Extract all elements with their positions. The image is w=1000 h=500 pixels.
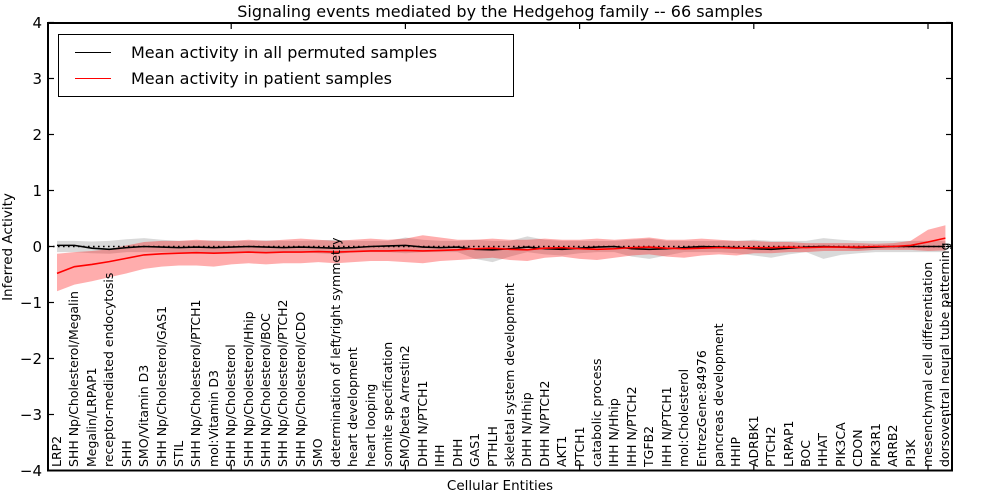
- x-tick-label: TGFB2: [641, 425, 657, 467]
- x-tick-label: mol:Vitamin D3: [205, 370, 221, 467]
- y-tick-label: −4: [19, 461, 42, 480]
- x-tick-label: SMO/Vitamin D3: [136, 364, 152, 467]
- x-tick-label: SHH Np/Cholesterol/CDO: [292, 311, 308, 467]
- x-tick-label: somite specification: [379, 341, 395, 467]
- legend-label-patient: Mean activity in patient samples: [131, 68, 392, 88]
- x-axis-label: Cellular Entities: [446, 478, 554, 494]
- x-tick-label: determination of left/right symmetry: [327, 237, 343, 468]
- chart-title: Signaling events mediated by the Hedgeho…: [237, 2, 763, 21]
- x-tick-label: PTCH1: [571, 426, 587, 467]
- legend-label-permuted: Mean activity in all permuted samples: [131, 43, 438, 63]
- x-tick-label: DHH N/PTCH2: [536, 380, 552, 467]
- band-patient: [57, 225, 946, 292]
- x-tick-label: DHH N/PTCH1: [414, 380, 430, 467]
- x-tick-label: HHAT: [815, 432, 831, 467]
- x-tick-label: AKT1: [554, 435, 570, 467]
- x-tick-label: SHH Np/Cholesterol: [223, 344, 239, 467]
- x-tick-label: mol:Cholesterol: [676, 368, 692, 467]
- x-tick-label: PIK3CA: [832, 422, 848, 467]
- x-tick-label: heart looping: [362, 383, 378, 467]
- y-tick-label: 2: [32, 125, 42, 144]
- legend-line-black-icon: [75, 52, 111, 54]
- x-tick-label: PTCH2: [763, 426, 779, 467]
- x-tick-label: PTHLH: [484, 426, 500, 467]
- x-tick-label: mesenchymal cell differentiation: [920, 261, 935, 467]
- legend-line-red-icon: [75, 77, 111, 79]
- x-tick-label: DHH: [449, 438, 465, 467]
- y-tick-label: −3: [19, 405, 42, 424]
- legend-item-patient: Mean activity in patient samples: [59, 69, 513, 88]
- x-tick-label: IHH N/PTCH2: [623, 386, 639, 467]
- y-tick-label: 4: [32, 13, 42, 32]
- x-tick-label: EntrezGene:84976: [693, 350, 709, 467]
- x-tick-label: LRP2: [49, 435, 64, 467]
- x-tick-label: PIK3R1: [867, 422, 883, 467]
- y-tick-label: 0: [32, 237, 42, 256]
- x-tick-label: SHH Np/Cholesterol/Hhip: [240, 311, 256, 467]
- x-tick-label: receptor-mediated endocytosis: [101, 272, 117, 467]
- x-tick-label: SMO: [310, 438, 326, 467]
- legend-item-permuted: Mean activity in all permuted samples: [59, 43, 513, 62]
- x-tick-label: BOC: [798, 440, 814, 467]
- y-tick-label: −1: [19, 293, 42, 312]
- x-tick-label: CDON: [850, 429, 866, 467]
- legend: Mean activity in all permuted samples Me…: [58, 34, 514, 97]
- x-tick-label: SHH Np/Cholesterol/Megalin: [66, 291, 82, 467]
- x-tick-label: PI3K: [902, 439, 918, 467]
- x-tick-label: SHH Np/Cholesterol/PTCH1: [188, 299, 204, 468]
- x-tick-label: GAS1: [467, 432, 483, 467]
- x-tick-label: skeletal system development: [501, 283, 517, 467]
- x-tick-label: IHH N/PTCH1: [658, 386, 674, 467]
- x-tick-label: SMO/beta Arrestin2: [397, 345, 413, 467]
- x-tick-label: DHH N/Hhip: [519, 392, 535, 467]
- x-tick-label: heart development: [345, 347, 361, 467]
- x-tick-label: SHH Np/Cholesterol/PTCH2: [275, 299, 291, 468]
- x-tick-label: dorsoventral neural tube patterning: [937, 242, 953, 468]
- x-tick-label: LRPAP1: [780, 420, 796, 467]
- x-tick-label: SHH Np/Cholesterol/BOC: [258, 313, 274, 467]
- x-tick-label: ARRB2: [885, 424, 901, 467]
- x-tick-label: pancreas development: [710, 323, 726, 467]
- x-tick-label: SHH: [118, 440, 134, 467]
- x-tick-label: SHH Np/Cholesterol/GAS1: [153, 305, 169, 467]
- y-tick-label: 1: [32, 181, 42, 200]
- x-tick-label: IHH: [432, 444, 448, 468]
- series-line-patient: [56, 237, 946, 275]
- x-tick-label: Megalin/LRPAP1: [83, 367, 99, 467]
- y-tick-label: 3: [32, 69, 42, 88]
- plot-frame: [47, 22, 953, 472]
- x-tick-label: ADRBK1: [745, 415, 761, 467]
- y-tick-label: −2: [19, 349, 42, 368]
- x-tick-label: IHH N/Hhip: [606, 398, 622, 467]
- x-tick-label: HHIP: [728, 436, 744, 467]
- x-tick-label: catabolic process: [589, 358, 605, 467]
- x-tick-label: STIL: [170, 440, 186, 467]
